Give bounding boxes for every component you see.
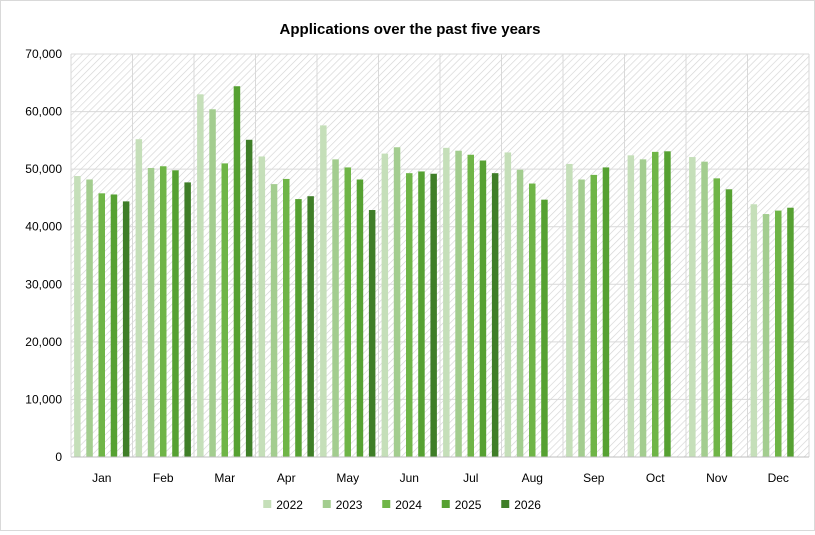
x-tick-label: Jan (92, 471, 111, 485)
y-tick-label: 10,000 (25, 392, 62, 406)
bar-2023-mar (209, 109, 216, 458)
legend-swatch-2022 (263, 500, 272, 508)
bar-2023-apr (270, 184, 278, 457)
bar-2024-jul (467, 154, 474, 457)
bar-2024-jan (98, 193, 105, 457)
bar-2024-oct (652, 151, 659, 457)
bar-2023-may (332, 159, 339, 457)
x-tick-label: Oct (646, 471, 665, 485)
bar-2025-jun (418, 171, 425, 457)
bar-2025-jan (110, 194, 118, 457)
y-tick-label: 60,000 (25, 105, 62, 119)
x-tick-label: Nov (706, 471, 727, 485)
x-tick-label: May (336, 471, 359, 485)
bar-2025-aug (541, 199, 548, 458)
bar-2024-nov (713, 178, 720, 457)
legend-label-2024: 2024 (395, 498, 422, 512)
bar-2023-nov (701, 161, 708, 457)
bar-2022-jun (381, 153, 389, 457)
legend-swatch-2025 (441, 500, 450, 508)
legend-label-2025: 2025 (455, 498, 482, 512)
legend-label-2026: 2026 (514, 498, 541, 512)
x-tick-label: Jul (463, 471, 478, 485)
bar-2026-jan (122, 201, 130, 457)
legend-swatch-2026 (501, 500, 510, 508)
bar-2026-feb (184, 182, 191, 458)
y-tick-label: 30,000 (25, 277, 62, 291)
bar-2023-jun (393, 147, 401, 457)
chart-title: Applications over the past five years (280, 21, 541, 38)
bar-2026-mar (245, 139, 253, 457)
bars (74, 86, 794, 458)
x-tick-label: Aug (522, 471, 543, 485)
bar-2022-may (320, 125, 327, 457)
bar-2026-jun (430, 173, 437, 457)
x-axis: Jan Feb Mar Apr May Jun Jul Aug Sep Oct Nov Dec (71, 456, 809, 485)
x-tick-label: Mar (214, 471, 235, 485)
bar-2022-jan (74, 176, 81, 457)
x-tick-label: Sep (583, 471, 605, 485)
bar-2022-feb (135, 139, 143, 457)
bar-2024-jun (406, 173, 413, 457)
legend-label-2022: 2022 (276, 498, 303, 512)
y-tick-label: 50,000 (25, 162, 62, 176)
bar-2022-oct (627, 155, 635, 457)
bar-2026-may (368, 210, 376, 457)
legend-swatch-2023 (322, 500, 331, 508)
y-tick-label: 0 (55, 450, 62, 464)
bar-2022-aug (504, 152, 512, 457)
bar-2025-may (356, 179, 364, 457)
bar-2022-jul (443, 147, 450, 457)
bar-2022-nov (689, 157, 696, 457)
legend: 2022 2023 2024 2025 2026 (263, 498, 541, 512)
bar-2024-feb (160, 166, 167, 457)
bar-2024-sep (590, 174, 597, 457)
bar-2025-feb (172, 170, 179, 457)
bar-2025-sep (602, 167, 610, 457)
bar-2025-mar (233, 86, 241, 458)
x-tick-label: Jun (400, 471, 419, 485)
bar-2023-dec (762, 214, 770, 457)
bar-2023-sep (578, 179, 585, 457)
bar-2022-sep (566, 163, 573, 457)
bar-2022-dec (750, 204, 758, 457)
bar-2023-jul (455, 150, 462, 457)
legend-swatch-2024 (382, 500, 391, 508)
bar-2024-dec (775, 210, 782, 457)
bar-2025-oct (664, 151, 671, 457)
x-tick-label: Apr (277, 471, 296, 485)
bar-2026-apr (307, 196, 314, 458)
y-tick-label: 70,000 (25, 47, 62, 61)
y-tick-label: 40,000 (25, 220, 62, 234)
bar-2026-jul (491, 173, 499, 457)
bar-2025-dec (787, 207, 794, 457)
bar-2025-nov (725, 189, 733, 458)
x-tick-label: Feb (153, 471, 174, 485)
bar-2025-apr (295, 199, 302, 457)
bar-2023-jan (86, 179, 93, 457)
y-tick-label: 20,000 (25, 335, 62, 349)
gridlines (70, 53, 810, 458)
bar-2022-mar (197, 94, 204, 458)
bar-2024-mar (221, 163, 228, 457)
bar-2024-apr (283, 178, 290, 457)
bar-2023-oct (639, 159, 647, 457)
legend-label-2023: 2023 (336, 498, 363, 512)
y-axis: 0 10,000 20,000 30,000 40,000 50,000 60,000 70,… (25, 47, 62, 464)
bar-2024-aug (529, 183, 536, 458)
bar-2025-jul (479, 160, 487, 457)
bar-2023-aug (516, 169, 524, 457)
bar-2022-apr (258, 156, 266, 457)
bar-2023-feb (147, 167, 155, 457)
x-tick-label: Dec (768, 471, 789, 485)
bar-2024-may (344, 167, 351, 457)
